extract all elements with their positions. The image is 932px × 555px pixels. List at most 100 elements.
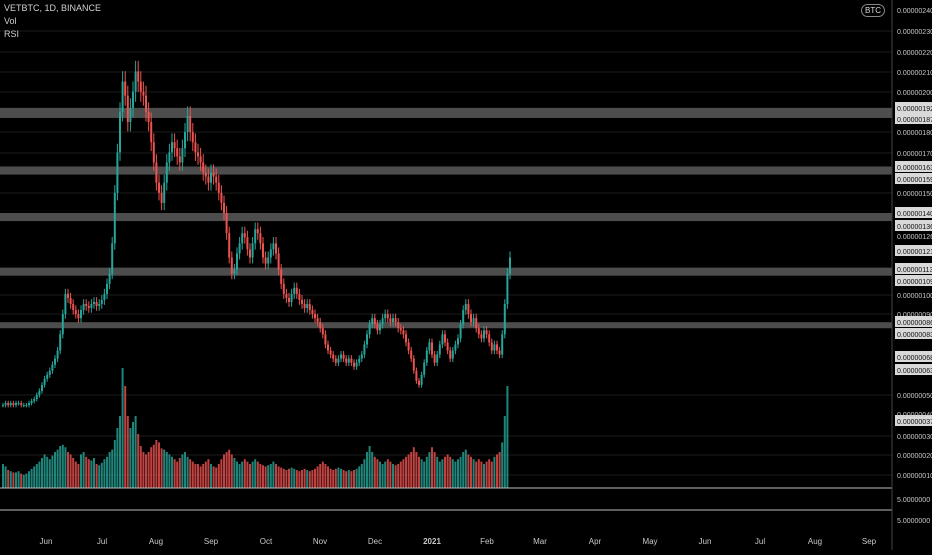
resistance-zone xyxy=(0,267,892,276)
candle-body xyxy=(210,172,212,183)
candle-body xyxy=(441,334,444,345)
x-axis-label: May xyxy=(642,537,657,546)
candle-body xyxy=(25,405,28,407)
candle-body xyxy=(410,350,413,359)
candle-body xyxy=(35,395,38,400)
volume-bar xyxy=(410,452,413,488)
price-label-bg xyxy=(895,207,932,218)
candle-body xyxy=(160,192,163,203)
x-axis-label: Apr xyxy=(589,537,602,546)
volume-bar xyxy=(290,467,293,488)
volume-bar xyxy=(334,468,337,488)
volume-bar xyxy=(106,456,108,488)
x-axis-label: Jul xyxy=(755,537,765,546)
candle-body xyxy=(12,403,15,406)
price-axis-label: 0.00000109 xyxy=(897,279,932,286)
volume-bar xyxy=(412,447,415,488)
candle-body xyxy=(243,233,246,238)
volume-bar xyxy=(48,459,51,488)
currency-badge[interactable]: BTC xyxy=(861,4,885,17)
candle-body xyxy=(116,152,119,193)
candle-body xyxy=(15,403,17,406)
volume-bar xyxy=(150,447,153,488)
volume-bar xyxy=(207,459,210,488)
volume-bar xyxy=(480,461,483,488)
volume-bar xyxy=(329,468,332,488)
volume-bar xyxy=(319,464,322,488)
volume-bar xyxy=(303,468,306,488)
price-axis-label: 0.00000192 xyxy=(897,106,932,113)
candle-body xyxy=(337,358,340,363)
candle-body xyxy=(67,293,69,298)
candle-body xyxy=(186,115,189,133)
candle-body xyxy=(100,299,103,304)
volume-bar xyxy=(199,466,202,488)
candle-body xyxy=(254,229,257,244)
price-axis-label: 0.00000030 xyxy=(897,434,932,441)
price-label-bg xyxy=(895,113,932,124)
volume-bar xyxy=(103,459,106,488)
candle-body xyxy=(301,299,303,304)
candle-body xyxy=(262,243,264,258)
x-axis-label: Oct xyxy=(260,537,273,546)
volume-bar xyxy=(129,428,132,488)
volume-bar xyxy=(59,446,62,488)
candle-body xyxy=(184,132,186,149)
candle-body xyxy=(394,318,397,323)
volume-bar xyxy=(457,459,459,488)
volume-bar xyxy=(85,456,88,488)
candle-body xyxy=(69,297,72,304)
candle-body xyxy=(267,257,270,264)
candle-body xyxy=(246,237,249,250)
candle-body xyxy=(228,233,231,258)
candle-body xyxy=(264,257,267,264)
volume-bar xyxy=(158,442,160,488)
candle-body xyxy=(272,243,275,250)
candle-body xyxy=(147,111,150,122)
volume-bar xyxy=(340,468,342,488)
volume-bar xyxy=(249,464,251,488)
candle-body xyxy=(158,182,160,193)
candle-body xyxy=(87,306,90,309)
candle-body xyxy=(249,249,251,258)
price-label-bg xyxy=(895,316,932,327)
candle-body xyxy=(259,233,262,244)
volume-bar xyxy=(353,470,355,488)
volume-bar xyxy=(145,454,147,488)
candle-body xyxy=(345,358,348,363)
volume-bar xyxy=(488,459,491,488)
candle-body xyxy=(119,111,121,153)
volume-bar xyxy=(243,459,246,488)
volume-bar xyxy=(280,467,283,488)
volume-bar xyxy=(467,454,470,488)
candle-body xyxy=(347,358,350,363)
price-axis-label: 0.00000020 xyxy=(897,453,932,460)
price-axis-label: 0.00000086 xyxy=(897,320,932,327)
volume-bar xyxy=(285,470,288,488)
volume-bar xyxy=(223,454,225,488)
candle-body xyxy=(389,318,392,323)
volume-label: Vol xyxy=(4,16,17,26)
candle-body xyxy=(332,354,335,359)
price-axis-label: 0.00000136 xyxy=(897,224,932,231)
candle-body xyxy=(155,162,158,183)
x-axis-label: Jul xyxy=(97,537,107,546)
volume-bar xyxy=(337,467,340,488)
indicator-axis-label: 5.0000000 xyxy=(897,497,930,504)
price-label-bg xyxy=(895,275,932,286)
volume-bar xyxy=(394,465,397,488)
candle-body xyxy=(142,91,145,96)
volume-bar xyxy=(72,458,75,488)
volume-bar xyxy=(9,471,12,488)
candle-body xyxy=(194,142,197,153)
candle-body xyxy=(48,370,51,375)
volume-bar xyxy=(41,458,43,488)
price-label-bg xyxy=(895,173,932,184)
candle-body xyxy=(397,322,400,329)
volume-bar xyxy=(77,464,80,488)
price-label-bg xyxy=(895,263,932,274)
candle-body xyxy=(106,283,108,294)
candle-body xyxy=(277,253,280,270)
